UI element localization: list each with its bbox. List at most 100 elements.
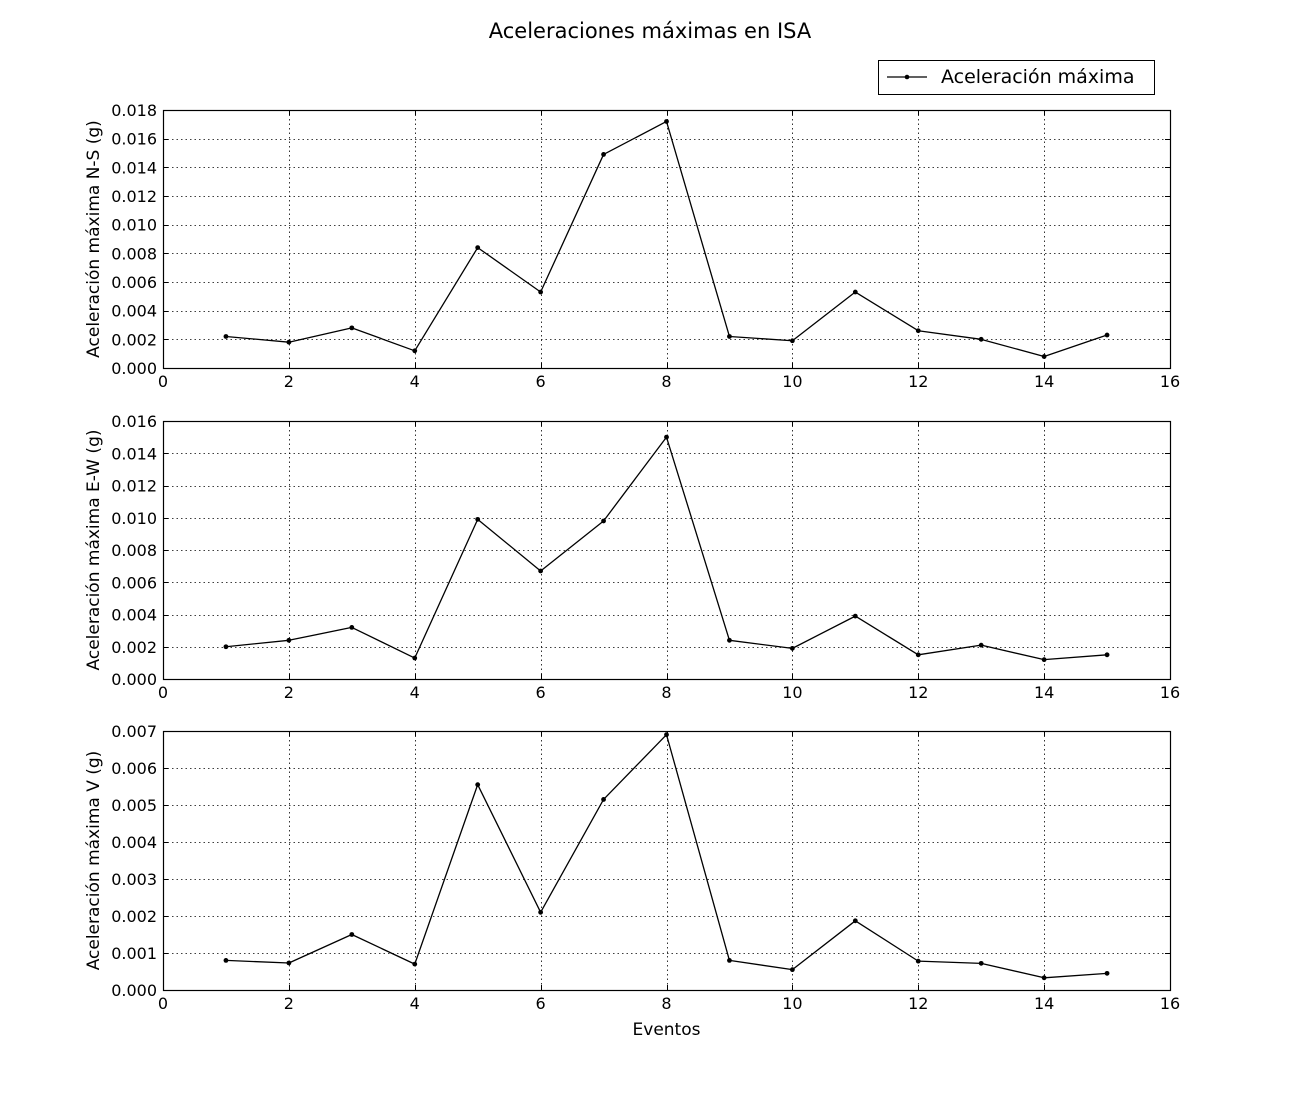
- x-tick-label: 14: [1034, 994, 1054, 1013]
- y-tick-label: 0.001: [111, 944, 157, 963]
- legend-box: [878, 60, 1155, 95]
- subplot-2: 0 2 4 6 8 10 12 14 16 0.000 0.002 0.004 0.006 0.008 0.…: [84, 412, 1180, 702]
- axes-frame: [162, 420, 1172, 681]
- y-tick-label: 0.008: [111, 541, 157, 560]
- x-tick-label: 0: [158, 372, 168, 391]
- data-point: [978, 336, 984, 342]
- y-tick-label: 0.002: [111, 638, 157, 657]
- data-point: [789, 645, 795, 651]
- y-tick-label: 0.000: [111, 981, 157, 1000]
- data-point: [412, 348, 418, 354]
- y-tick-label: 0.006: [111, 759, 157, 778]
- data-point: [915, 652, 921, 658]
- data-point: [538, 289, 544, 295]
- y-axis-label: Aceleración máxima E-W (g): [84, 430, 104, 671]
- x-tick-label: 16: [1160, 683, 1180, 702]
- x-tick-label: 6: [536, 994, 546, 1013]
- x-tick-label: 8: [661, 372, 671, 391]
- y-tick-label: 0.014: [111, 444, 157, 463]
- y-tick-label: 0.012: [111, 477, 157, 496]
- data-point: [852, 289, 858, 295]
- x-tick-label: 16: [1160, 372, 1180, 391]
- x-tick-label: 12: [908, 372, 928, 391]
- x-tick-label: 16: [1160, 994, 1180, 1013]
- y-tick-label: 0.010: [111, 509, 157, 528]
- data-point: [412, 655, 418, 661]
- data-point: [412, 961, 418, 967]
- data-point: [789, 967, 795, 973]
- data-point: [538, 568, 544, 574]
- x-tick-label: 6: [536, 372, 546, 391]
- y-tick-label: 0.018: [111, 101, 157, 120]
- data-point: [475, 245, 481, 251]
- data-point: [978, 960, 984, 966]
- x-tick-label: 4: [410, 683, 420, 702]
- x-tick-label: 0: [158, 683, 168, 702]
- data-point: [286, 637, 292, 643]
- y-tick-label: 0.000: [111, 359, 157, 378]
- y-tick-label: 0.007: [111, 722, 157, 741]
- y-tick-label: 0.016: [111, 412, 157, 431]
- x-tick-label: 8: [661, 683, 671, 702]
- data-point: [978, 642, 984, 648]
- data-point: [915, 958, 921, 964]
- data-point: [727, 958, 732, 963]
- legend: Aceleración máxima: [878, 60, 1155, 95]
- data-point: [223, 644, 229, 650]
- data-point: [664, 732, 669, 738]
- chart-title: Aceleraciones máximas en ISA: [489, 19, 812, 43]
- data-point: [915, 328, 921, 334]
- data-point: [223, 334, 229, 339]
- y-tick-label: 0.005: [111, 796, 157, 815]
- axes-frame: [162, 109, 1172, 370]
- data-point: [1104, 970, 1110, 976]
- legend-label: Aceleración máxima: [941, 66, 1134, 88]
- x-tick-label: 2: [284, 372, 294, 391]
- data-point: [1104, 652, 1110, 658]
- data-point: [286, 339, 292, 345]
- x-tick-label: 4: [410, 994, 420, 1013]
- x-tick-label: 8: [661, 994, 671, 1013]
- y-tick-label: 0.014: [111, 158, 157, 177]
- x-tick-label: 0: [158, 994, 168, 1013]
- x-tick-label: 2: [284, 683, 294, 702]
- axes-frame: [162, 730, 1172, 992]
- data-point: [852, 918, 858, 924]
- data-point: [664, 119, 669, 124]
- data-point: [538, 909, 544, 915]
- y-tick-label: 0.008: [111, 244, 157, 263]
- y-tick-label: 0.004: [111, 833, 157, 852]
- y-tick-label: 0.006: [111, 573, 157, 592]
- x-axis-label: Eventos: [633, 1020, 701, 1040]
- y-tick-label: 0.000: [111, 670, 157, 689]
- data-point: [475, 782, 481, 788]
- x-tick-label: 10: [782, 683, 802, 702]
- x-tick-label: 12: [908, 683, 928, 702]
- data-point: [349, 932, 355, 937]
- y-tick-label: 0.012: [111, 187, 157, 206]
- subplots: 0 2 4 6 8 10 12 14 16 0.000 0.002 0.004 0.006 0.008 0.…: [84, 101, 1180, 1040]
- data-point: [349, 625, 355, 630]
- subplot-3: 0 2 4 6 8 10 12 14 16 0.000 0.001 0.002 0.003 0.004 0.…: [84, 722, 1180, 1040]
- data-point: [475, 516, 481, 522]
- x-tick-label: 6: [536, 683, 546, 702]
- data-point: [601, 152, 606, 157]
- data-point: [1104, 332, 1110, 338]
- data-point: [727, 637, 732, 643]
- data-point: [1041, 657, 1047, 663]
- y-tick-label: 0.016: [111, 130, 157, 149]
- x-tick-label: 4: [410, 372, 420, 391]
- x-tick-label: 10: [782, 994, 802, 1013]
- y-axis-label: Aceleración máxima N-S (g): [84, 120, 104, 358]
- x-tick-label: 14: [1034, 683, 1054, 702]
- x-tick-label: 14: [1034, 372, 1054, 391]
- data-point: [223, 958, 229, 963]
- x-tick-label: 10: [782, 372, 802, 391]
- y-tick-label: 0.004: [111, 302, 157, 321]
- data-point: [1041, 354, 1047, 359]
- x-tick-label: 2: [284, 994, 294, 1013]
- y-tick-label: 0.003: [111, 870, 157, 889]
- data-point: [349, 325, 355, 331]
